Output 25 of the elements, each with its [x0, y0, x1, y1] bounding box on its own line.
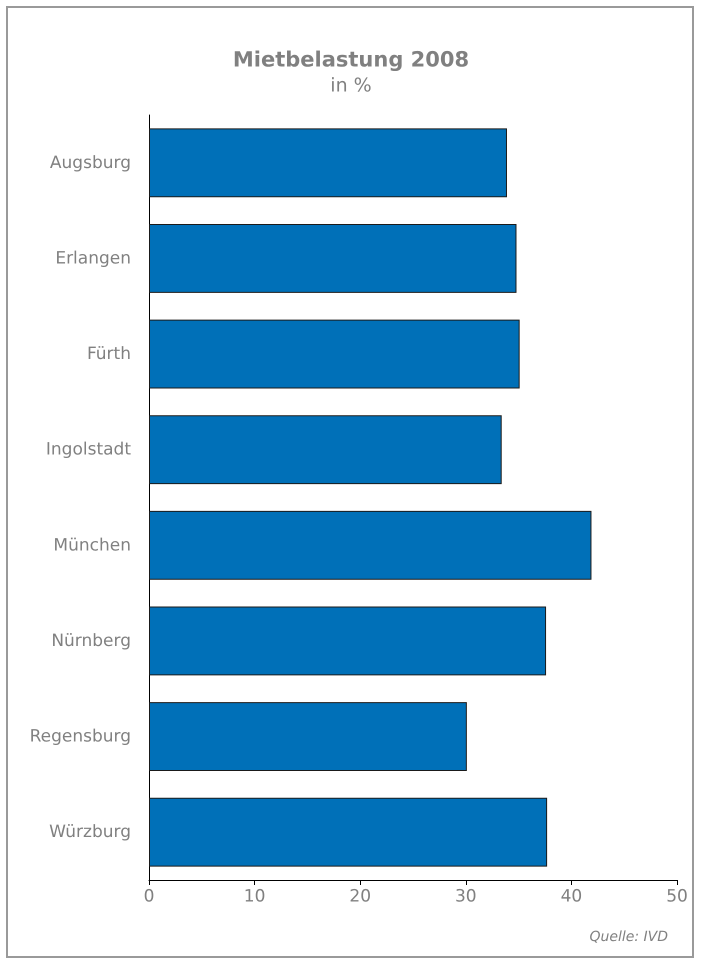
y-tick-label: Ingolstadt: [46, 440, 132, 460]
x-tick-label: 30: [454, 886, 477, 906]
bar: [149, 702, 467, 771]
bar: [149, 510, 592, 580]
bar: [149, 224, 516, 293]
bar: [149, 606, 546, 676]
bar: [149, 415, 502, 484]
bar: [149, 798, 548, 867]
y-tick-label: München: [53, 535, 131, 556]
chart-subtitle: in %: [330, 74, 372, 96]
source-note: Quelle: IVD: [589, 929, 668, 945]
y-tick-label: Würzburg: [49, 822, 131, 842]
x-tick-label: 0: [144, 886, 154, 906]
bar: [149, 320, 520, 388]
x-tick-label: 50: [666, 886, 688, 906]
y-tick-label: Regensburg: [30, 726, 131, 747]
x-tick-label: 20: [349, 886, 372, 906]
y-tick-label: Nürnberg: [51, 630, 131, 651]
y-tick-label: Erlangen: [55, 248, 131, 268]
bar: [149, 128, 507, 198]
x-tick-label: 40: [560, 886, 582, 906]
chart-title: Mietbelastung 2008: [232, 48, 470, 72]
x-tick-label: 10: [244, 886, 266, 906]
y-tick-label: Augsburg: [50, 152, 131, 173]
y-tick-label: Fürth: [86, 344, 131, 364]
